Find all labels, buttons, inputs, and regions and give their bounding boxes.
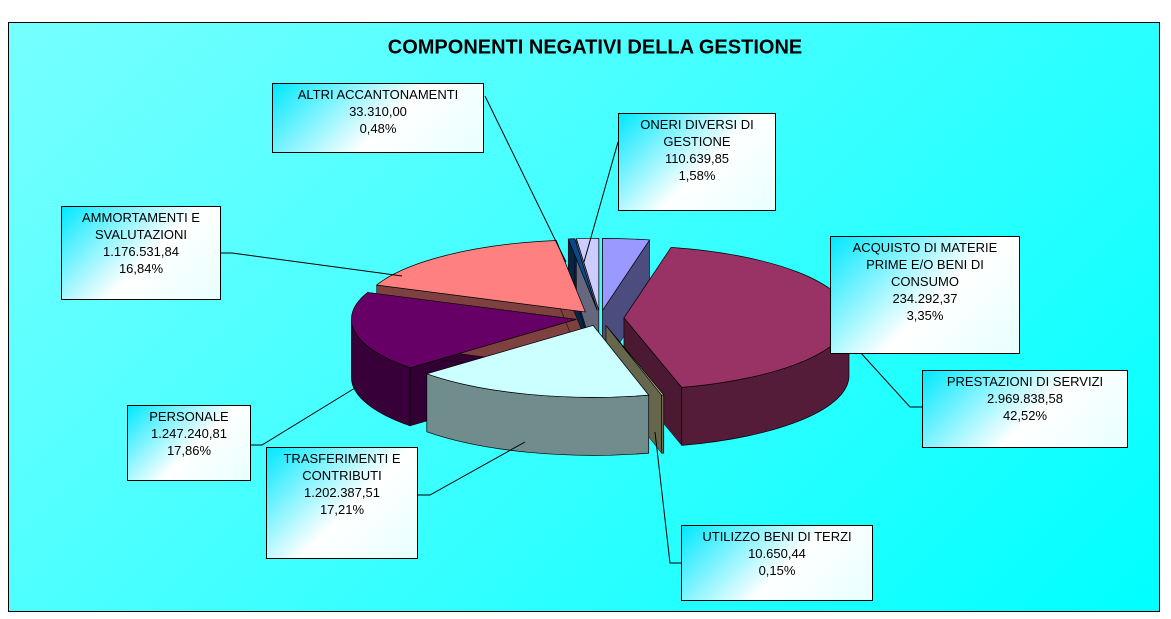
label-name: TRASFERIMENTI E CONTRIBUTI	[283, 451, 401, 483]
label-percent: 1,58%	[678, 168, 716, 183]
label-value: 2.969.838,58	[987, 391, 1063, 406]
data-label: UTILIZZO BENI DI TERZI 10.650,44 0,15%	[681, 525, 873, 601]
data-label: PERSONALE 1.247.240,81 17,86%	[127, 405, 251, 481]
data-label: ONERI DIVERSI DI GESTIONE 110.639,85 1,58%	[618, 113, 776, 211]
label-name: AMMORTAMENTI E SVALUTAZIONI	[82, 210, 200, 242]
slice-side	[661, 394, 665, 454]
label-name: ALTRI ACCANTONAMENTI	[297, 87, 459, 102]
leader-line	[251, 387, 356, 446]
label-percent: 17,21%	[319, 502, 365, 517]
leader-line	[654, 431, 681, 564]
label-value: 1.247.240,81	[151, 426, 227, 441]
label-value: 1.176.531,84	[103, 244, 179, 259]
label-percent: 0,48%	[359, 121, 397, 136]
leader-line	[859, 351, 922, 408]
top-faces	[351, 237, 850, 398]
data-label: AMMORTAMENTI E SVALUTAZIONI 1.176.531,84 1…	[61, 206, 221, 300]
label-name: PERSONALE	[149, 409, 229, 424]
data-label: PRESTAZIONI DI SERVIZI 2.969.838,58 42,52%	[922, 370, 1128, 448]
label-name: ONERI DIVERSI DI GESTIONE	[640, 117, 754, 149]
data-label: ALTRI ACCANTONAMENTI 33.310,00 0,48%	[272, 83, 484, 153]
label-percent: 0,15%	[758, 563, 796, 578]
data-label: ACQUISTO DI MATERIE PRIME E/O BENI DI CO…	[830, 236, 1020, 354]
label-value: 10.650,44	[748, 546, 806, 561]
label-name: UTILIZZO BENI DI TERZI	[702, 529, 852, 544]
label-percent: 42,52%	[1002, 408, 1048, 423]
slice	[425, 324, 650, 398]
side-faces	[351, 317, 850, 456]
slice	[575, 237, 600, 311]
leader-line	[484, 95, 567, 263]
label-percent: 17,86%	[166, 443, 212, 458]
leader-line	[418, 441, 526, 496]
label-name: ACQUISTO DI MATERIE PRIME E/O BENI DI CO…	[852, 240, 998, 289]
slice	[567, 238, 598, 311]
label-value: 33.310,00	[349, 104, 407, 119]
label-percent: 16,84%	[118, 261, 164, 276]
slice	[605, 325, 665, 396]
leader-line	[583, 141, 619, 263]
leader-line	[221, 252, 403, 277]
data-label: TRASFERIMENTI E CONTRIBUTI 1.202.387,51 17…	[266, 447, 418, 559]
label-value: 234.292,37	[892, 291, 958, 306]
chart-title: COMPONENTI NEGATIVI DELLA GESTIONE	[388, 36, 802, 58]
slice	[351, 292, 577, 369]
label-value: 1.202.387,51	[304, 485, 380, 500]
slice	[375, 240, 586, 313]
label-value: 110.639,85	[664, 151, 730, 166]
slice	[602, 238, 651, 312]
label-name: PRESTAZIONI DI SERVIZI	[946, 374, 1104, 389]
label-percent: 3,35%	[906, 308, 944, 323]
